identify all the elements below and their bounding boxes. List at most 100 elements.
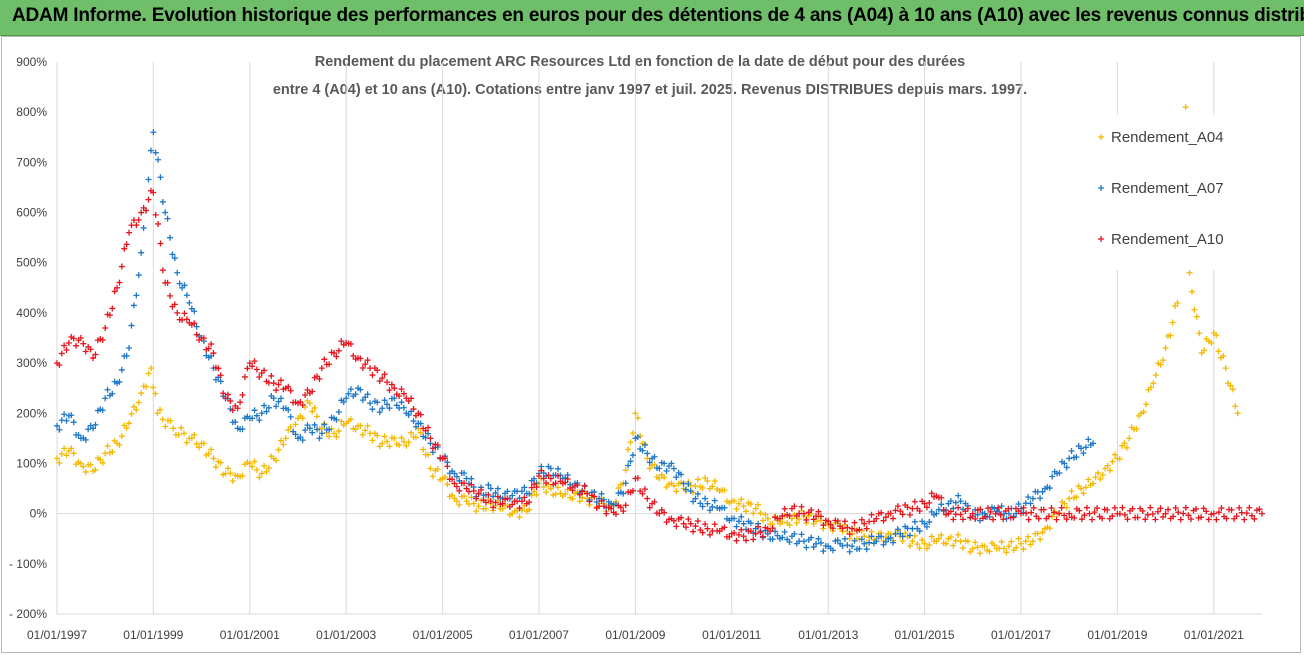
data-point: [1090, 440, 1097, 447]
data-point: [386, 387, 393, 394]
data-point: [1196, 330, 1203, 337]
data-point: [685, 480, 692, 487]
data-point: [646, 504, 653, 511]
data-point: [629, 487, 636, 494]
data-point: [1241, 516, 1248, 523]
data-point: [386, 405, 393, 412]
data-point: [183, 439, 190, 446]
data-point: [1233, 513, 1240, 520]
data-point: [234, 405, 241, 412]
data-point: [947, 497, 954, 504]
data-point: [138, 209, 145, 216]
data-point: [364, 422, 371, 429]
data-point: [598, 490, 605, 497]
data-point: [316, 435, 323, 442]
data-point: [143, 383, 150, 390]
data-point: [63, 346, 70, 353]
data-point: [533, 484, 540, 491]
data-point: [990, 516, 997, 523]
data-point: [880, 517, 887, 524]
data-point: [239, 391, 246, 398]
data-point: [1056, 470, 1063, 477]
data-point: [343, 395, 350, 402]
data-point: [118, 433, 125, 440]
data-point: [687, 488, 694, 495]
data-point: [164, 215, 171, 222]
data-point: [338, 418, 345, 425]
data-point: [1013, 544, 1020, 551]
data-point: [740, 520, 747, 527]
x-tick-label: 01/01/1997: [27, 628, 87, 642]
data-point: [191, 320, 198, 327]
data-point: [68, 445, 75, 452]
data-point: [1188, 288, 1195, 295]
x-axis-tick-labels: 01/01/1997 01/01/1999 01/01/2001 01/01/2003…: [27, 628, 1244, 642]
data-point: [526, 506, 533, 513]
y-tick-label: 900%: [16, 55, 47, 69]
data-point: [210, 455, 217, 462]
data-point: [449, 476, 456, 483]
data-point: [133, 406, 140, 413]
data-point: [63, 417, 70, 424]
data-point: [227, 397, 234, 404]
data-point: [1029, 538, 1036, 545]
data-point: [369, 372, 376, 379]
data-point: [61, 411, 68, 418]
data-point: [769, 525, 776, 532]
data-point: [73, 342, 80, 349]
data-point: [764, 515, 771, 522]
data-point: [808, 506, 815, 513]
data-point: [316, 376, 323, 383]
data-point: [468, 475, 475, 482]
data-point: [1000, 516, 1007, 523]
data-point: [702, 521, 709, 528]
x-tick-label: 01/01/2007: [509, 628, 569, 642]
data-point: [579, 488, 586, 495]
data-point: [704, 478, 711, 485]
data-point: [531, 475, 538, 482]
data-point: [555, 472, 562, 479]
data-point: [1133, 426, 1140, 433]
data-point: [253, 466, 260, 473]
data-point: [410, 406, 417, 413]
data-point: [721, 487, 728, 494]
data-point: [461, 480, 468, 487]
data-point: [150, 129, 157, 136]
data-point: [702, 495, 709, 502]
data-point: [991, 542, 998, 549]
data-point: [135, 272, 142, 279]
data-point: [138, 390, 145, 397]
data-point: [1215, 348, 1222, 355]
data-point: [215, 365, 222, 372]
legend-marker-a04: [1098, 134, 1104, 140]
data-point: [957, 511, 964, 518]
data-point: [249, 363, 256, 370]
data-point: [263, 468, 270, 475]
data-point: [950, 505, 957, 512]
data-point: [625, 446, 632, 453]
data-point: [350, 352, 357, 359]
data-point: [253, 366, 260, 373]
data-point: [359, 431, 366, 438]
data-point: [798, 503, 805, 510]
data-point: [1172, 505, 1179, 512]
data-point: [547, 485, 554, 492]
data-point: [894, 503, 901, 510]
data-point: [326, 361, 333, 368]
data-point: [121, 245, 128, 252]
data-point: [1169, 319, 1176, 326]
x-tick-label: 01/01/2011: [702, 628, 761, 642]
data-point: [1005, 505, 1012, 512]
data-point: [921, 520, 928, 527]
data-point: [270, 395, 277, 402]
data-point: [1119, 504, 1126, 511]
data-point: [396, 442, 403, 449]
data-point: [670, 482, 677, 489]
data-point: [1109, 513, 1116, 520]
data-point: [639, 490, 646, 497]
data-point: [540, 475, 547, 482]
data-point: [757, 510, 764, 517]
data-point: [743, 537, 750, 544]
data-point: [374, 432, 381, 439]
data-point: [897, 508, 904, 515]
